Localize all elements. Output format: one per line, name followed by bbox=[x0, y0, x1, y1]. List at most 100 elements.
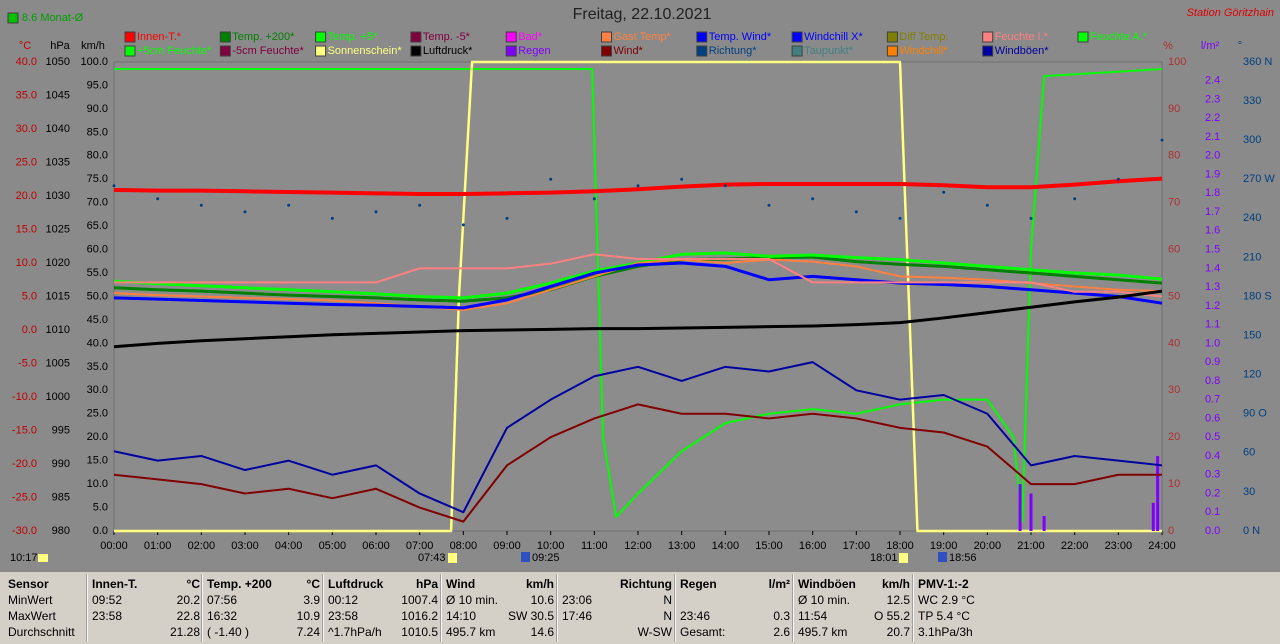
y-tick-label: 0.0 bbox=[1205, 525, 1220, 537]
table-row: Ø 10 min. 12.5 bbox=[798, 592, 910, 608]
y-tick-label: 2.4 bbox=[1205, 75, 1220, 87]
rain-bar bbox=[1151, 502, 1155, 531]
legend-swatch bbox=[982, 31, 994, 43]
table-row: W-SW bbox=[562, 624, 672, 640]
y-tick-label: 1010 bbox=[46, 324, 70, 336]
table-cell: Regen bbox=[680, 577, 717, 591]
y-tick-label: 70 bbox=[1168, 197, 1180, 209]
table-row: 16:32 10.9 bbox=[207, 608, 320, 624]
y-tick-label: 0.9 bbox=[1205, 356, 1220, 368]
x-tick-label: 08:00 bbox=[450, 540, 478, 552]
x-tick-label: 03:00 bbox=[231, 540, 259, 552]
legend-label: Temp. +200* bbox=[232, 31, 295, 43]
axis-title: ° bbox=[1238, 40, 1242, 52]
series-dot bbox=[898, 216, 902, 220]
table-cell: Richtung bbox=[620, 577, 672, 591]
x-tick-label: 15:00 bbox=[755, 540, 783, 552]
y-tick-label: 10.0 bbox=[87, 478, 108, 490]
y-tick-label: 985 bbox=[52, 491, 70, 503]
table-cell: MaxWert bbox=[8, 609, 56, 623]
sunrise-icon bbox=[448, 553, 457, 563]
table-header: Sensor bbox=[8, 576, 88, 592]
y-tick-label: 0.6 bbox=[1205, 412, 1220, 424]
table-cell: 10.6 bbox=[530, 593, 554, 607]
y-tick-label: 240 bbox=[1243, 212, 1261, 224]
table-cell: 3.1hPa/3h bbox=[918, 625, 973, 639]
table-cell: 1016.2 bbox=[401, 609, 438, 623]
x-tick-label: 17:00 bbox=[843, 540, 871, 552]
legend-label: -5cm Feuchte* bbox=[232, 45, 304, 57]
legend-swatch bbox=[410, 45, 422, 57]
series-dot bbox=[287, 203, 291, 207]
y-tick-label: 1.4 bbox=[1205, 262, 1220, 274]
legend-swatch bbox=[886, 31, 898, 43]
y-tick-label: 180 S bbox=[1243, 290, 1272, 302]
y-tick-label: 1.7 bbox=[1205, 206, 1220, 218]
stats-block: PMV-1:-2 WC 2.9 °C TP 5.4 °C 3.1hPa/3h bbox=[918, 576, 1038, 642]
y-tick-label: 0.0 bbox=[93, 525, 108, 537]
y-tick-label: 90.0 bbox=[87, 103, 108, 115]
series-dot bbox=[942, 190, 946, 194]
moon-icon bbox=[521, 552, 530, 562]
y-tick-label: 990 bbox=[52, 458, 70, 470]
y-tick-label: 1005 bbox=[46, 357, 70, 369]
y-tick-label: 5.0 bbox=[22, 290, 37, 302]
table-row: ( -1.40 ) 7.24 bbox=[207, 624, 320, 640]
table-cell: l/m² bbox=[768, 577, 790, 591]
legend-label: Richtung* bbox=[709, 45, 757, 57]
series-dot bbox=[854, 210, 858, 214]
y-tick-label: 1.2 bbox=[1205, 300, 1220, 312]
legend-label: Feuchte I.* bbox=[995, 31, 1049, 43]
legend-swatch bbox=[410, 31, 422, 43]
series-dot bbox=[374, 210, 378, 214]
y-tick-label: 60 bbox=[1168, 244, 1180, 256]
y-tick-label: 5.0 bbox=[93, 501, 108, 513]
legend-label: +5cm Feuchte* bbox=[137, 45, 212, 57]
table-cell: 21.28 bbox=[169, 625, 200, 639]
subtitle-swatch bbox=[7, 12, 19, 24]
y-tick-label: 50 bbox=[1168, 290, 1180, 302]
series-dot bbox=[243, 210, 247, 214]
table-cell: Ø 10 min. bbox=[798, 593, 851, 607]
legend-swatch bbox=[505, 45, 517, 57]
separator bbox=[792, 574, 794, 642]
separator bbox=[556, 574, 558, 642]
y-tick-label: 360 N bbox=[1243, 56, 1272, 68]
table-row: 495.7 km 20.7 bbox=[798, 624, 910, 640]
y-tick-label: 2.0 bbox=[1205, 150, 1220, 162]
table-cell: 23:58 bbox=[328, 609, 359, 623]
legend-label: Luftdruck* bbox=[423, 45, 473, 57]
y-tick-label: 65.0 bbox=[87, 220, 108, 232]
y-tick-label: 1000 bbox=[46, 391, 70, 403]
y-tick-label: 90 O bbox=[1243, 408, 1267, 420]
y-tick-label: 35.0 bbox=[16, 89, 37, 101]
y-tick-label: 85.0 bbox=[87, 126, 108, 138]
y-tick-label: 80.0 bbox=[87, 150, 108, 162]
series-dot bbox=[156, 197, 160, 201]
table-header: Temp. +200 °C bbox=[207, 576, 320, 592]
y-tick-label: 0.7 bbox=[1205, 394, 1220, 406]
legend-swatch bbox=[315, 45, 327, 57]
table-cell: Luftdruck bbox=[328, 577, 384, 591]
y-tick-label: 20 bbox=[1168, 431, 1180, 443]
table-cell: 1007.4 bbox=[401, 593, 438, 607]
annotation: 18:56 bbox=[949, 552, 977, 564]
y-tick-label: 30.0 bbox=[87, 384, 108, 396]
legend-swatch bbox=[505, 31, 517, 43]
y-tick-label: 75.0 bbox=[87, 173, 108, 185]
y-tick-label: 1.0 bbox=[1205, 337, 1220, 349]
table-row: 3.1hPa/3h bbox=[918, 624, 1038, 640]
annotation: 07:43 bbox=[418, 552, 446, 564]
y-tick-label: 0.3 bbox=[1205, 469, 1220, 481]
x-tick-label: 02:00 bbox=[188, 540, 216, 552]
y-tick-label: 40.0 bbox=[87, 337, 108, 349]
y-tick-label: 100 bbox=[1168, 56, 1186, 68]
y-tick-label: 1020 bbox=[46, 257, 70, 269]
y-tick-label: 60.0 bbox=[87, 244, 108, 256]
y-tick-label: 0.2 bbox=[1205, 487, 1220, 499]
rain-bar bbox=[1029, 493, 1033, 531]
legend-label: Windchill* bbox=[899, 45, 948, 57]
table-cell: 09:52 bbox=[92, 593, 123, 607]
legend-label: Gast Temp* bbox=[614, 31, 672, 43]
moon-icon bbox=[938, 552, 947, 562]
